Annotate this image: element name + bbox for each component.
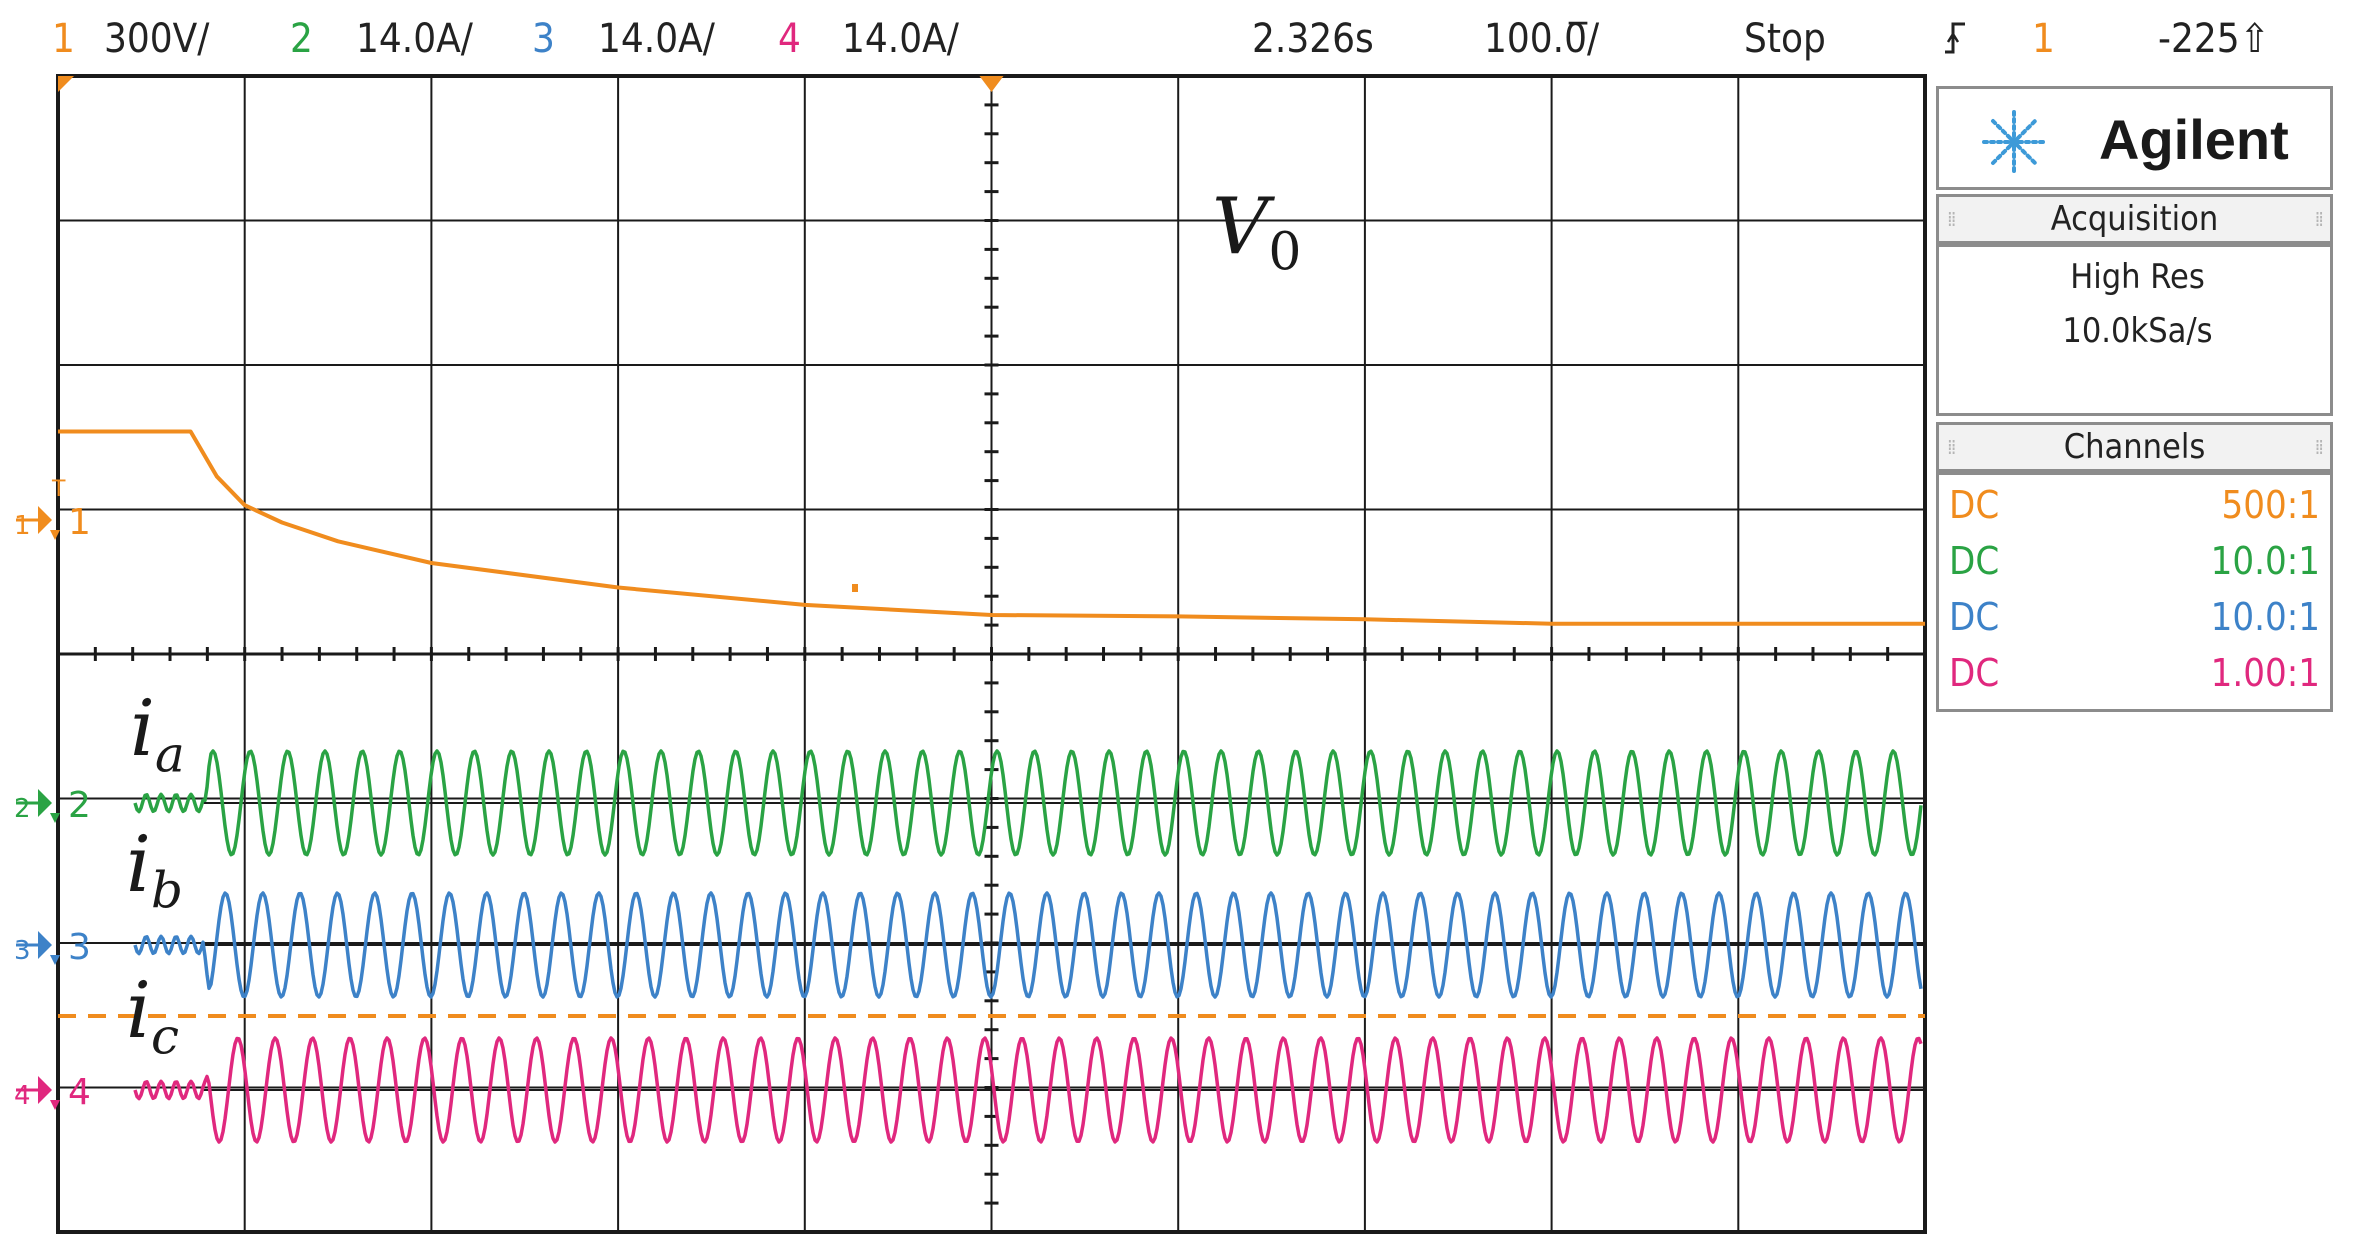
run-state[interactable]: Stop [1744,16,1826,62]
ic-label: ic [126,966,179,1066]
agilent-spark-icon [1981,109,2047,180]
ch3-scale[interactable]: 14.0A/ [598,16,715,62]
ib-label-sub: b [150,861,183,920]
channel-marker-side-label: 2 [14,794,31,824]
ch1-scale[interactable]: 300V/ [104,16,210,62]
acquisition-rate: 10.0kSa/s [2062,311,2213,351]
channel-coupling: DC [1949,595,2000,639]
channel-marker-side-label: 4 [14,1081,31,1111]
ch3-current-trace [133,891,1923,999]
channel-row-4[interactable]: DC 1.00:1 [1949,645,2326,701]
ch1-voltage-trace [58,429,1925,626]
v0-label-sub: 0 [1268,222,1302,283]
ground-icon [50,1100,60,1110]
channel-marker-label: 4 [68,1072,91,1113]
channel-coupling: DC [1949,483,2000,527]
channel-marker-side-label: 3 [14,936,31,966]
trace-artifact [852,584,858,592]
ia-label-main: i [130,684,155,774]
v0-label: V0 [1212,182,1301,283]
marker-arrow-icon [38,931,52,959]
brand-name: Agilent [2099,108,2289,171]
brand-box: Agilent [1936,86,2333,190]
channel-probe: 10.0:1 [2210,595,2320,639]
trigger-edge-icon[interactable] [1942,14,1968,64]
ch2-number[interactable]: 2 [290,16,313,62]
time-position[interactable]: 2.326s [1252,16,1374,62]
ch3-ground-marker: 33 [14,927,91,968]
channel-probe: 10.0:1 [2210,539,2320,583]
channel-coupling: DC [1949,539,2000,583]
acquisition-mode: High Res [2070,257,2205,297]
ground-icon [50,530,60,540]
channel-probe: 1.00:1 [2210,651,2320,695]
ic-label-sub: c [150,1007,179,1066]
ch1-number[interactable]: 1 [52,16,75,62]
channel-row-1[interactable]: DC 500:1 [1949,477,2326,533]
ch1-ground-marker: 11 [14,502,91,543]
ch2-scale[interactable]: 14.0A/ [356,16,473,62]
waveform-traces [58,429,1925,1144]
marker-arrow-icon [38,1076,52,1104]
marker-arrow-icon [38,789,52,817]
ch2-current-trace [133,749,1923,857]
channels-box: DC 500:1 DC 10.0:1 DC 10.0:1 DC 1.00:1 [1936,472,2333,712]
time-reference-marker [58,76,74,92]
channel-row-2[interactable]: DC 10.0:1 [1949,533,2326,589]
ib-label-main: i [126,820,151,910]
trigger-level[interactable]: -225⇧ [2158,16,2270,62]
trigger-marker-label: T [51,477,66,502]
time-scale[interactable]: 100.0̅/ [1484,16,1600,62]
channel-marker-label: 2 [68,785,91,826]
ch4-ground-marker: 44 [14,1072,91,1113]
acquisition-header[interactable]: ⁞⁞ Acquisition ⁞⁞ [1936,194,2333,244]
grip-handle-icon[interactable]: ⁞⁞ [2314,435,2325,459]
channel-row-3[interactable]: DC 10.0:1 [1949,589,2326,645]
ground-icon [50,813,60,823]
v0-label-main: V [1212,182,1269,272]
trigger-position-marker [979,76,1004,92]
channels-header-label: Channels [2063,427,2206,467]
acquisition-box: High Res 10.0kSa/s [1936,244,2333,416]
ch3-number[interactable]: 3 [532,16,555,62]
channel-probe: 500:1 [2221,483,2320,527]
ib-label: ib [126,820,183,920]
channel-marker-side-label: 1 [14,511,31,541]
info-panel: Agilent ⁞⁞ Acquisition ⁞⁞ High Res 10.0k… [1936,86,2333,712]
ic-label-main: i [126,966,151,1056]
ground-icon [50,955,60,965]
status-bar: 1 300V/ 2 14.0A/ 3 14.0A/ 4 14.0A/ 2.326… [0,0,2353,85]
ia-label-sub: a [154,725,185,784]
ia-label: ia [130,684,185,784]
trigger-source[interactable]: 1 [2032,16,2055,62]
grip-handle-icon[interactable]: ⁞⁞ [2314,207,2325,231]
acquisition-header-label: Acquisition [2050,199,2219,239]
ch2-ground-marker: 22 [14,785,91,826]
channels-header[interactable]: ⁞⁞ Channels ⁞⁞ [1936,422,2333,472]
ch4-current-trace [133,1036,1923,1144]
graticule-ticks [56,74,1927,1234]
channel-marker-label: 3 [68,927,91,968]
channel-coupling: DC [1949,651,2000,695]
grip-handle-icon[interactable]: ⁞⁞ [1947,207,1957,231]
grip-handle-icon[interactable]: ⁞⁞ [1947,435,1957,459]
marker-arrow-icon [38,506,52,534]
channel-marker-label: 1 [68,502,91,543]
ch4-number[interactable]: 4 [778,16,801,62]
ch4-scale[interactable]: 14.0A/ [842,16,959,62]
